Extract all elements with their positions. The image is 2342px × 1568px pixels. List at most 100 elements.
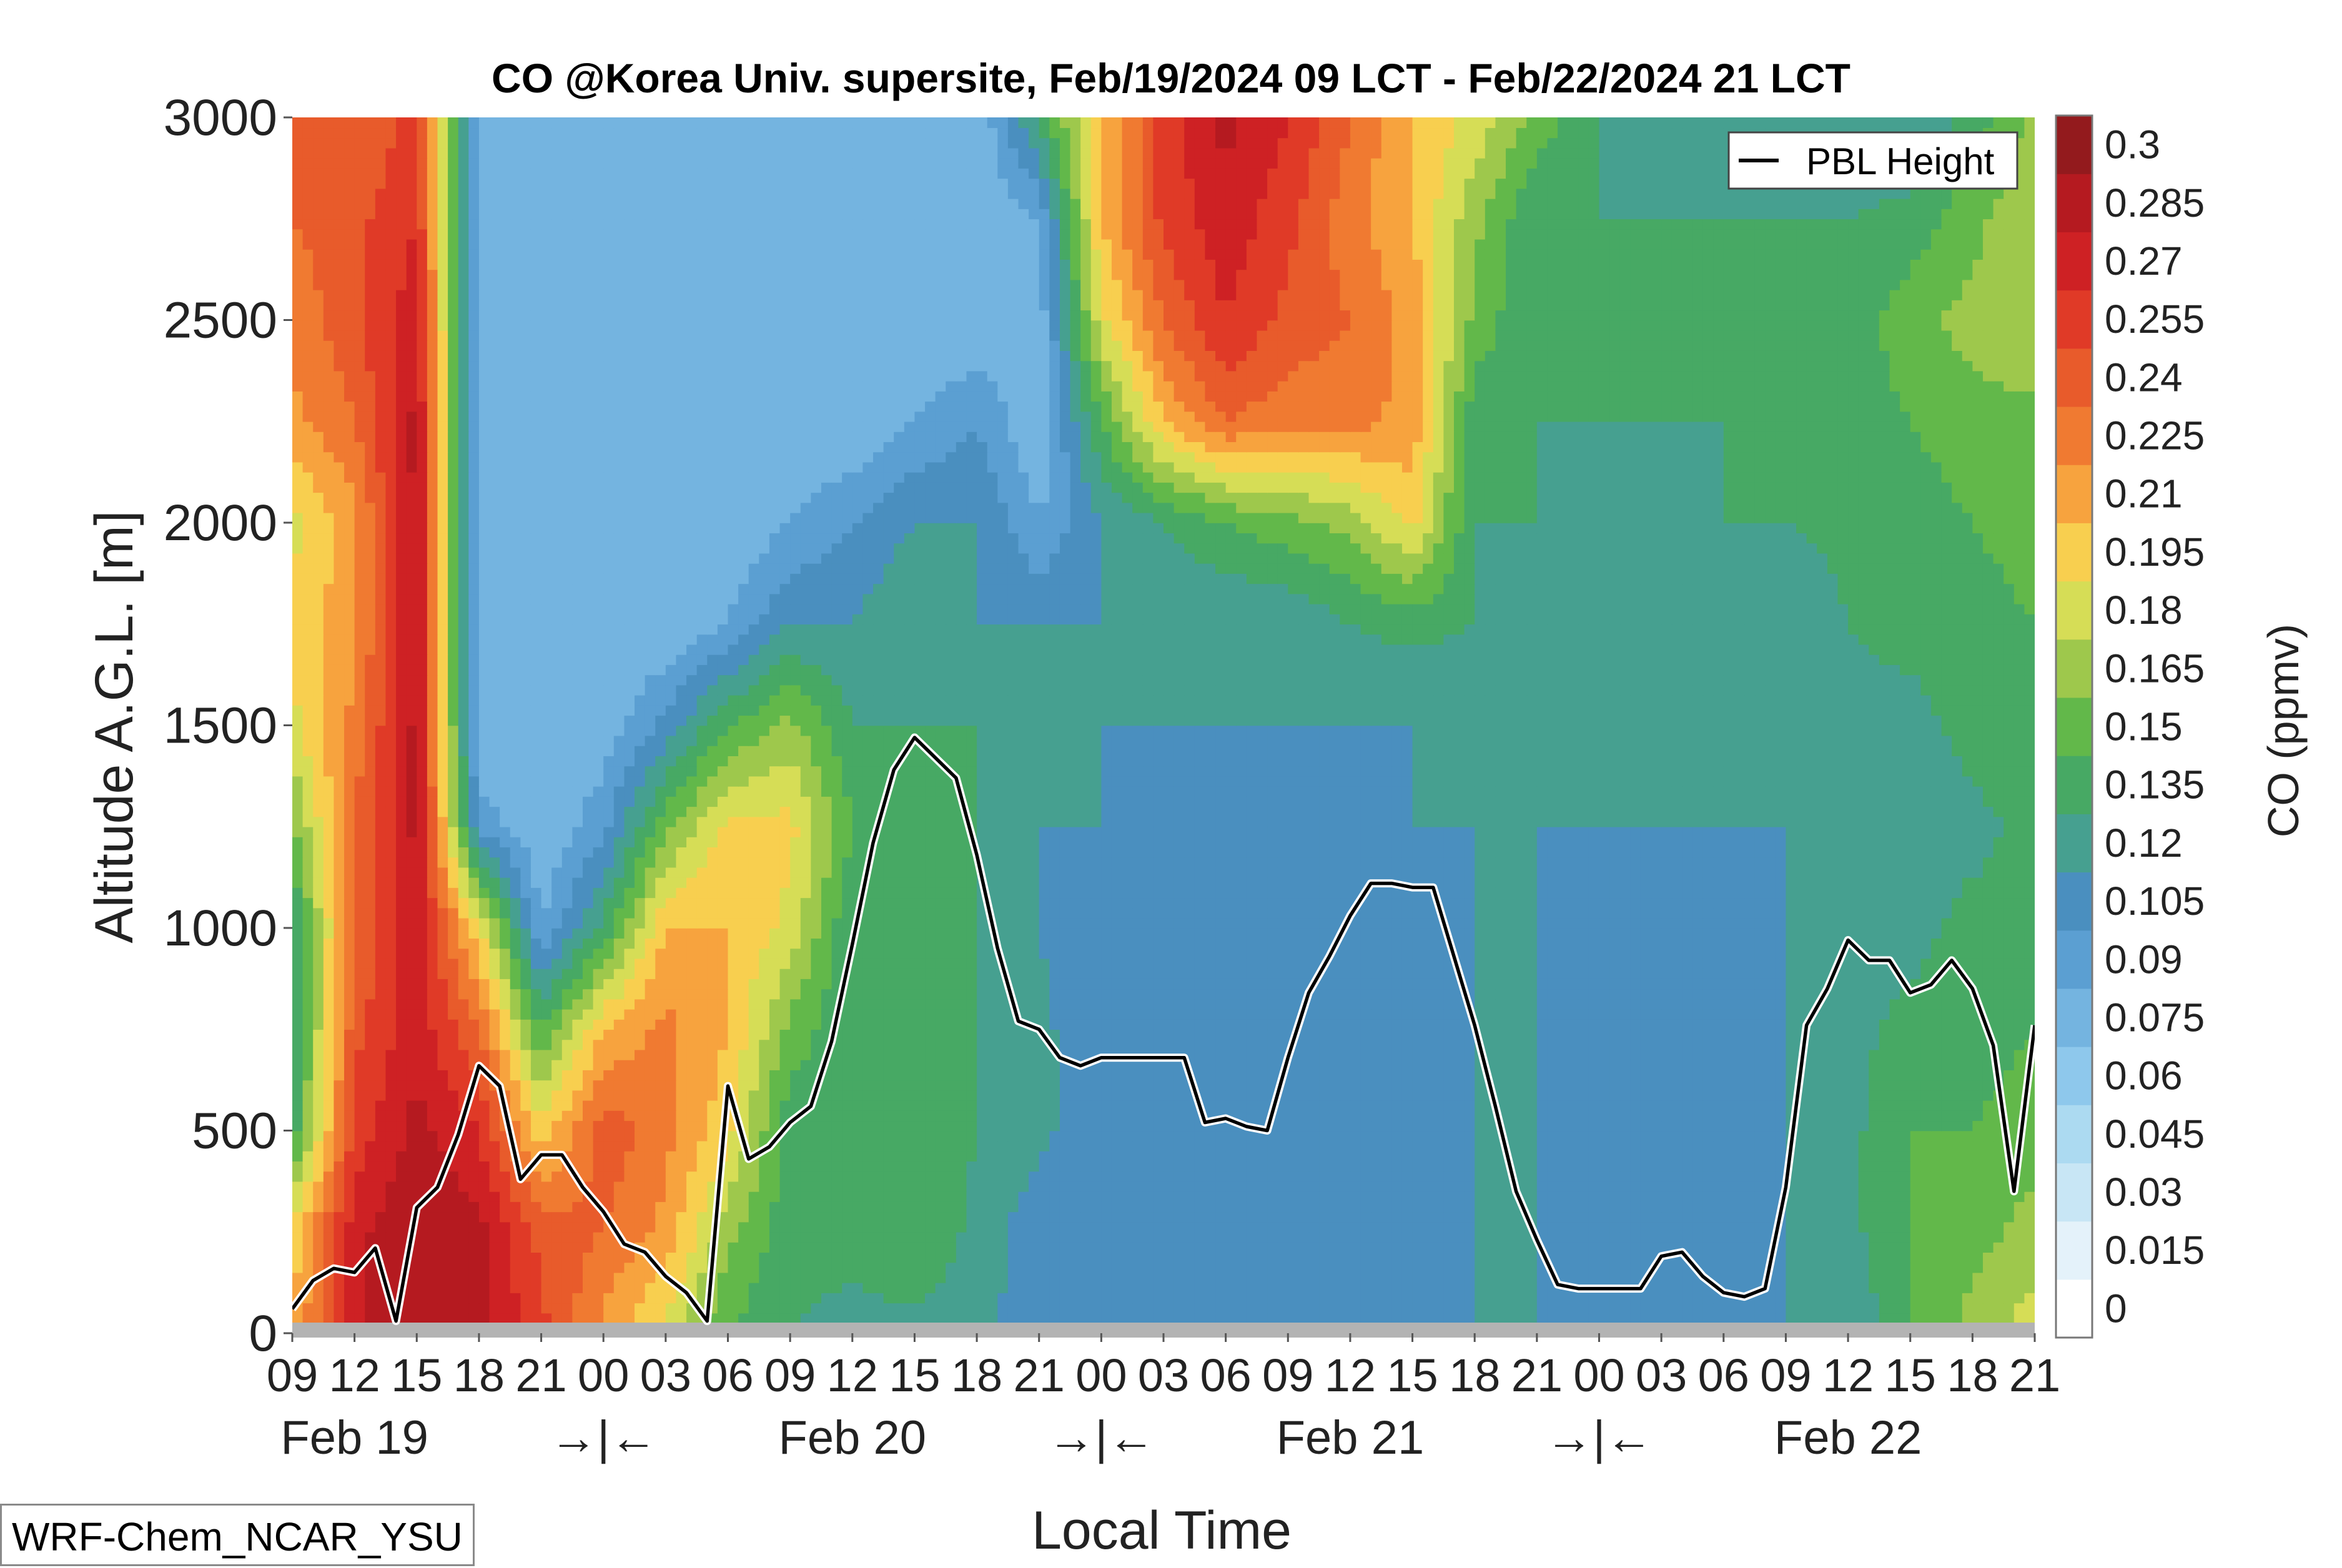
co-field-cell	[1350, 1100, 1361, 1111]
co-field-cell	[904, 1039, 916, 1050]
co-field-cell	[1122, 1313, 1133, 1324]
co-field-cell	[478, 1221, 490, 1233]
co-field-cell	[375, 1029, 387, 1040]
co-field-cell	[1619, 1171, 1631, 1182]
co-field-cell	[873, 1130, 884, 1141]
co-field-cell	[1007, 1100, 1019, 1111]
co-field-cell	[696, 1171, 708, 1182]
co-field-cell	[1433, 1231, 1445, 1243]
co-field-cell	[417, 1252, 428, 1263]
co-field-cell	[1889, 1059, 1900, 1070]
co-field-cell	[313, 1090, 324, 1101]
co-field-cell	[1930, 1181, 1942, 1192]
co-field-cell	[1786, 1080, 1797, 1091]
co-field-cell	[977, 1140, 988, 1151]
co-field-cell	[696, 1090, 708, 1101]
co-field-cell	[935, 1282, 947, 1293]
co-field-cell	[385, 1191, 397, 1202]
co-field-cell	[427, 1070, 438, 1081]
co-field-cell	[1215, 1171, 1227, 1182]
co-field-cell	[2024, 1150, 2035, 1161]
co-field-cell	[1972, 1171, 1984, 1182]
co-field-cell	[1495, 1252, 1506, 1263]
co-field-cell	[1495, 1080, 1506, 1091]
co-field-cell	[1920, 1049, 1932, 1060]
co-field-cell	[1485, 1150, 1496, 1161]
co-field-cell	[1142, 1303, 1154, 1314]
co-field-cell	[1059, 1252, 1071, 1263]
co-field-cell	[665, 1130, 677, 1141]
co-field-cell	[1070, 1100, 1081, 1111]
co-field-cell	[385, 1029, 397, 1040]
co-field-cell	[1423, 1110, 1434, 1122]
co-field-cell	[1848, 1293, 1859, 1304]
co-field-cell	[1329, 1282, 1341, 1293]
co-field-cell	[1630, 1252, 1641, 1263]
co-field-cell	[748, 1120, 760, 1132]
co-field-cell	[842, 1191, 853, 1202]
co-field-cell	[1889, 1161, 1900, 1172]
co-field-cell	[1132, 1110, 1144, 1122]
co-field-cell	[1142, 1100, 1154, 1111]
co-field-cell	[904, 1272, 916, 1283]
co-field-cell	[1744, 1090, 1756, 1101]
co-field-cell	[323, 1140, 335, 1151]
co-field-cell	[375, 1181, 387, 1192]
co-field-cell	[2004, 1241, 2015, 1253]
co-field-cell	[1350, 1161, 1361, 1172]
co-field-cell	[551, 1201, 563, 1213]
co-field-cell	[1952, 1171, 1963, 1182]
co-field-cell	[1454, 1130, 1465, 1141]
co-field-cell	[1692, 1059, 1704, 1070]
co-field-cell	[375, 1171, 387, 1182]
co-field-cell	[396, 1171, 407, 1182]
co-field-cell	[873, 1272, 884, 1283]
co-field-cell	[624, 1272, 635, 1283]
co-field-cell	[1982, 1303, 1994, 1314]
co-field-cell	[1692, 1303, 1704, 1314]
co-field-cell	[686, 1252, 698, 1263]
co-field-cell	[1640, 1201, 1652, 1213]
co-field-cell	[997, 1140, 1009, 1151]
co-field-cell	[956, 1070, 967, 1081]
co-field-cell	[1651, 1191, 1662, 1202]
co-field-cell	[1464, 1293, 1476, 1304]
co-field-cell	[1910, 1282, 1922, 1293]
co-field-cell	[1433, 1029, 1445, 1040]
co-field-cell	[1122, 1090, 1133, 1101]
co-field-cell	[1173, 1100, 1185, 1111]
co-field-cell	[1308, 1049, 1320, 1060]
co-field-cell	[1298, 1303, 1310, 1314]
co-field-cell	[583, 1262, 594, 1273]
co-field-cell	[1184, 1282, 1195, 1293]
co-field-cell	[1007, 1039, 1019, 1050]
co-field-cell	[655, 1039, 666, 1050]
co-field-cell	[1827, 1282, 1839, 1293]
co-field-cell	[1744, 1039, 1756, 1050]
co-field-cell	[1568, 1110, 1579, 1122]
co-field-cell	[1578, 1272, 1589, 1283]
co-field-cell	[1619, 1293, 1631, 1304]
co-field-cell	[1329, 1231, 1341, 1243]
co-field-cell	[1671, 1171, 1683, 1182]
co-field-cell	[769, 1150, 781, 1161]
co-field-cell	[1246, 1313, 1258, 1324]
co-field-cell	[1360, 1039, 1371, 1050]
co-field-cell	[842, 1110, 853, 1122]
co-field-cell	[344, 1313, 355, 1324]
co-field-cell	[790, 1211, 801, 1223]
co-field-cell	[676, 1090, 687, 1101]
co-field-cell	[1869, 1313, 1880, 1324]
co-field-cell	[365, 1201, 376, 1213]
co-field-cell	[323, 1231, 335, 1243]
co-field-cell	[354, 1293, 366, 1304]
co-field-cell	[1630, 1140, 1641, 1151]
co-field-cell	[1578, 1090, 1589, 1101]
co-field-cell	[561, 1201, 573, 1213]
co-field-cell	[1184, 1161, 1195, 1172]
co-field-cell	[738, 1171, 749, 1182]
co-field-cell	[1889, 1282, 1900, 1293]
co-field-cell	[728, 1171, 739, 1182]
co-field-cell	[1391, 1221, 1403, 1233]
co-field-cell	[1433, 1313, 1445, 1324]
